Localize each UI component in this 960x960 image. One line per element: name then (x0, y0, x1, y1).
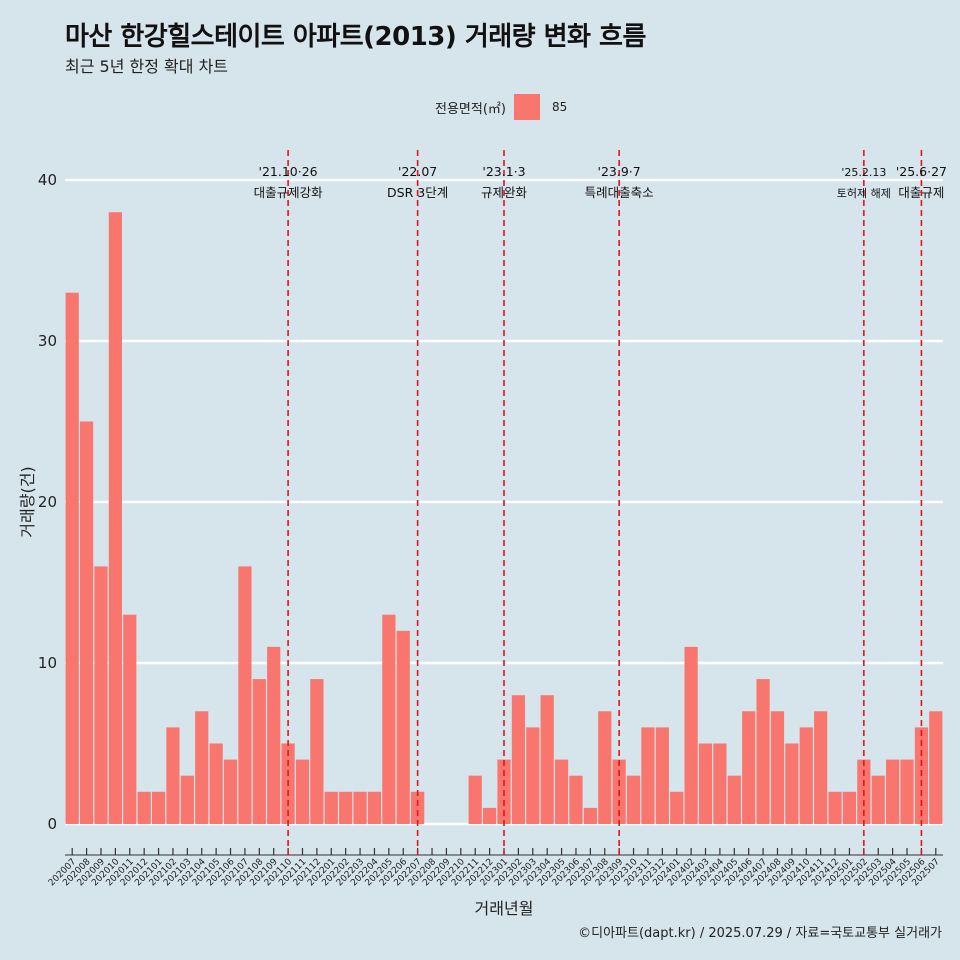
bar (267, 646, 281, 824)
bar (468, 775, 482, 824)
bar (641, 727, 655, 824)
event-name-label: 규제완화 (481, 185, 528, 200)
bar (756, 679, 770, 824)
bar (123, 614, 137, 824)
legend-label: 85 (551, 100, 568, 114)
bar (310, 679, 324, 824)
y-tick-label: 0 (47, 815, 57, 833)
bar (929, 711, 943, 824)
bar (871, 775, 885, 824)
bar (698, 743, 713, 824)
chart-subtitle: 최근 5년 한정 확대 차트 (65, 57, 229, 76)
bar (770, 711, 785, 824)
bar (137, 791, 151, 824)
bar (180, 775, 194, 824)
bar (295, 759, 310, 824)
legend: 전용면적(㎡) 85 (435, 94, 567, 120)
bar (684, 646, 698, 824)
bar (324, 791, 338, 824)
bar (79, 421, 94, 824)
bar (223, 759, 238, 824)
bar (742, 711, 756, 824)
bar (511, 695, 525, 824)
bar (483, 807, 497, 824)
event-date-label: '25.2.13 (841, 166, 886, 179)
bar (411, 791, 425, 824)
y-tick-label: 20 (38, 493, 57, 511)
event-date-label: '23.9·7 (598, 164, 641, 179)
event-name-label: 대출규제 (898, 185, 944, 200)
legend-title: 전용면적(㎡) (435, 101, 506, 117)
bar (108, 212, 122, 824)
bar (209, 743, 223, 824)
bar (367, 791, 382, 824)
bar (166, 727, 180, 824)
event-date-label: '21.10·26 (259, 164, 318, 179)
bar (727, 775, 741, 824)
y-axis-title: 거래량(건) (18, 466, 37, 537)
event-date-label: '25.6·27 (896, 164, 947, 179)
bar (569, 775, 583, 824)
bar (814, 711, 828, 824)
bar (339, 791, 353, 824)
source-caption: ©디아파트(dapt.kr) / 2025.07.29 / 자료=국토교통부 실… (578, 926, 942, 941)
y-tick-label: 30 (38, 332, 57, 350)
bar (828, 791, 842, 824)
bar (655, 727, 669, 824)
bar (626, 775, 641, 824)
bar (583, 807, 597, 824)
bar (785, 743, 799, 824)
bar (598, 711, 612, 824)
bar (540, 695, 554, 824)
event-date-label: '22.07 (398, 164, 437, 179)
bar (238, 566, 252, 824)
bar (799, 727, 813, 824)
bar (353, 791, 367, 824)
bar (554, 759, 569, 824)
x-axis-title: 거래년월 (475, 899, 534, 918)
bar (713, 743, 727, 824)
y-tick-label: 10 (38, 654, 57, 672)
event-name-label: DSR 3단계 (387, 185, 448, 200)
bar (252, 679, 266, 824)
event-name-label: 대출규제강화 (254, 185, 324, 200)
bar (842, 791, 857, 824)
chart-title: 마산 한강힐스테이트 아파트(2013) 거래량 변화 흐름 (65, 22, 646, 52)
bar (65, 292, 79, 824)
bar (886, 759, 900, 824)
bar (526, 727, 540, 824)
bar (195, 711, 209, 824)
y-tick-label: 40 (38, 171, 57, 189)
bar (94, 566, 108, 824)
bar (396, 630, 410, 824)
bar (670, 791, 684, 824)
event-name-label: 특례대출축소 (585, 185, 654, 200)
event-date-label: '23.1·3 (482, 164, 525, 179)
bar (151, 791, 166, 824)
bar (382, 614, 396, 824)
bar (900, 759, 914, 824)
legend-swatch (513, 94, 540, 120)
event-name-label: 토허제 해제 (837, 186, 891, 200)
